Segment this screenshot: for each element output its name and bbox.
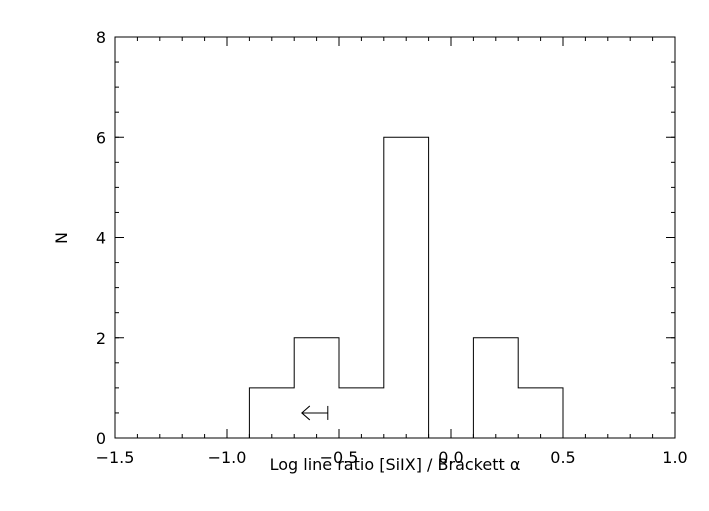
- x-tick-label: 0.5: [550, 448, 575, 467]
- ticks-layer: [114, 36, 676, 439]
- y-tick-label: 8: [96, 28, 106, 47]
- x-tick-label: −0.5: [320, 448, 359, 467]
- y-tick-label: 6: [96, 128, 106, 147]
- y-tick-label: 2: [96, 329, 106, 348]
- y-tick-label: 0: [96, 429, 106, 448]
- plot-frame: [114, 36, 676, 439]
- x-tick-label: −1.0: [208, 448, 247, 467]
- tick-labels-layer: −1.5 −1.0 −0.5 0.0 0.5 1.0 0 2 4 6 8: [96, 28, 688, 467]
- limit-arrow-head: [301, 405, 311, 421]
- x-axis-title: Log line ratio [SiIX] / Brackett α: [270, 455, 521, 474]
- y-axis-title: N: [52, 232, 71, 244]
- histogram-step-line: [248, 136, 564, 439]
- x-tick-label: 0.0: [438, 448, 463, 467]
- upper-limit-marker: [301, 405, 329, 421]
- x-tick-label: −1.5: [96, 448, 135, 467]
- x-tick-label: 1.0: [662, 448, 687, 467]
- y-tick-label: 4: [96, 229, 106, 248]
